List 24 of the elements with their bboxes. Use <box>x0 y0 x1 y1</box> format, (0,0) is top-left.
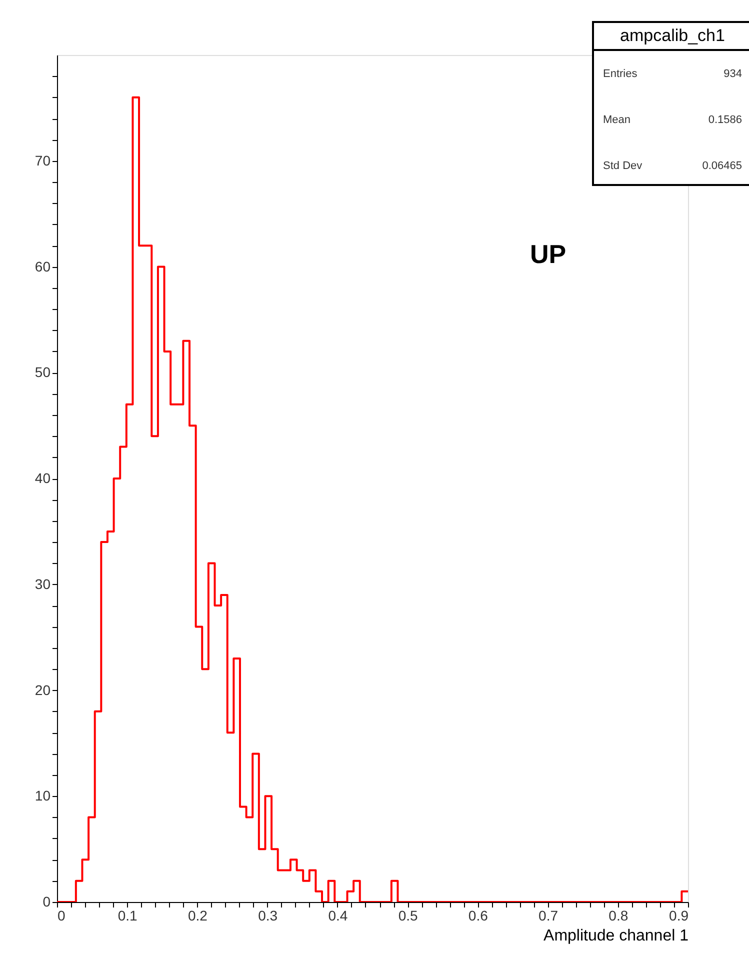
y-tick-label: 0 <box>42 894 51 910</box>
x-axis-title: Amplitude channel 1 <box>544 928 689 944</box>
x-tick-label: 0.5 <box>398 908 418 924</box>
x-tick-label: 0.6 <box>468 908 488 924</box>
text: Entries 934 <box>603 68 742 80</box>
x-tick-label: 0.8 <box>608 908 628 924</box>
text: Std Dev 0.06465 <box>603 160 742 172</box>
text: Mean 0.1586 <box>603 114 742 126</box>
y-tick-label: 50 <box>34 364 51 380</box>
y-tick-label: 30 <box>34 576 51 592</box>
y-tick-label: 70 <box>34 152 51 168</box>
chart-title: ampcalib_ch1 <box>620 26 725 45</box>
x-tick-label: 0.9 <box>669 908 689 924</box>
x-tick-label: 0.3 <box>258 908 278 924</box>
annotation: UP <box>530 239 566 269</box>
y-tick-label: 20 <box>34 682 51 698</box>
y-tick-label: 10 <box>34 788 51 804</box>
y-tick-label: 40 <box>34 470 51 486</box>
x-tick-label: 0 <box>58 908 66 924</box>
y-tick-label: 60 <box>34 258 51 274</box>
x-tick-label: 0.7 <box>538 908 558 924</box>
x-tick-label: 0.1 <box>118 908 138 924</box>
x-tick-label: 0.4 <box>328 908 348 924</box>
x-tick-label: 0.2 <box>188 908 208 924</box>
